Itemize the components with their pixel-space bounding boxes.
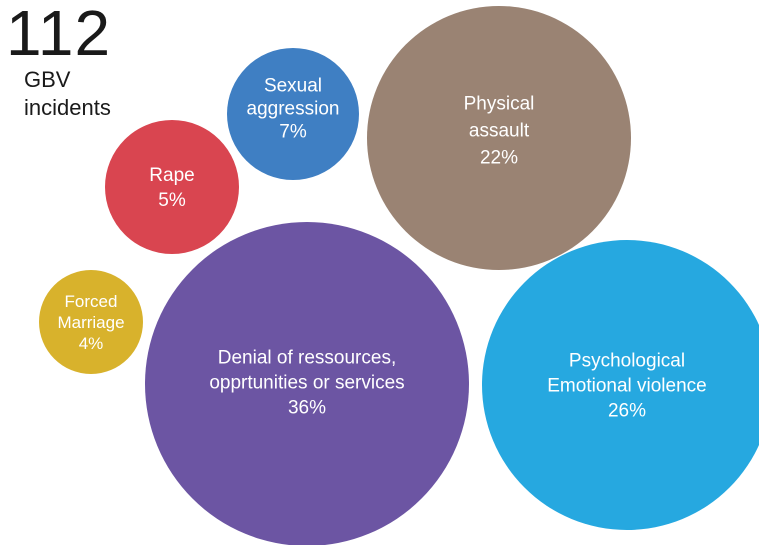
bubble-value-label: 36% [288,398,326,419]
bubble-value-label: 5% [158,190,186,211]
bubble-denial-of-ressources-opprtunities-or-services: Denial of ressources, opprtunities or ser… [145,222,469,545]
bubble-category-label: Denial of ressources, [218,348,396,369]
bubble-category-label: Emotional violence [547,376,706,397]
bubble-category-label: aggression [247,99,340,120]
incident-caption: GBV incidents [24,67,111,120]
bubble-category-label: Marriage [57,313,124,332]
bubble-circle [39,270,143,374]
headline: 112 GBV incidents [6,0,112,122]
bubble-category-label: Physical [464,94,535,115]
bubble-circle [105,120,239,254]
bubble-circle [367,6,631,270]
bubble-physical-assault: Physical assault 22% [367,6,631,270]
bubble-value-label: 26% [608,401,646,422]
bubble-category-label: Forced [65,292,118,311]
bubble-category-label: Psychological [569,351,685,372]
bubble-psychological-emotional-violence: Psychological Emotional violence 26% [482,240,759,530]
bubble-category-label: opprtunities or services [209,373,404,394]
bubble-category-label: assault [469,121,530,142]
bubble-rape: Rape 5% [105,120,239,254]
bubble-circle [145,222,469,545]
bubble-category-label: Sexual [264,76,322,97]
bubble-forced-marriage: Forced Marriage 4% [39,270,143,374]
bubble-circle [482,240,759,530]
bubble-value-label: 4% [79,334,104,353]
bubble-value-label: 7% [279,122,307,143]
bubble-circle [227,48,359,180]
bubble-category-label: Rape [149,165,194,186]
bubble-value-label: 22% [480,148,518,169]
incident-count: 112 [6,0,112,69]
